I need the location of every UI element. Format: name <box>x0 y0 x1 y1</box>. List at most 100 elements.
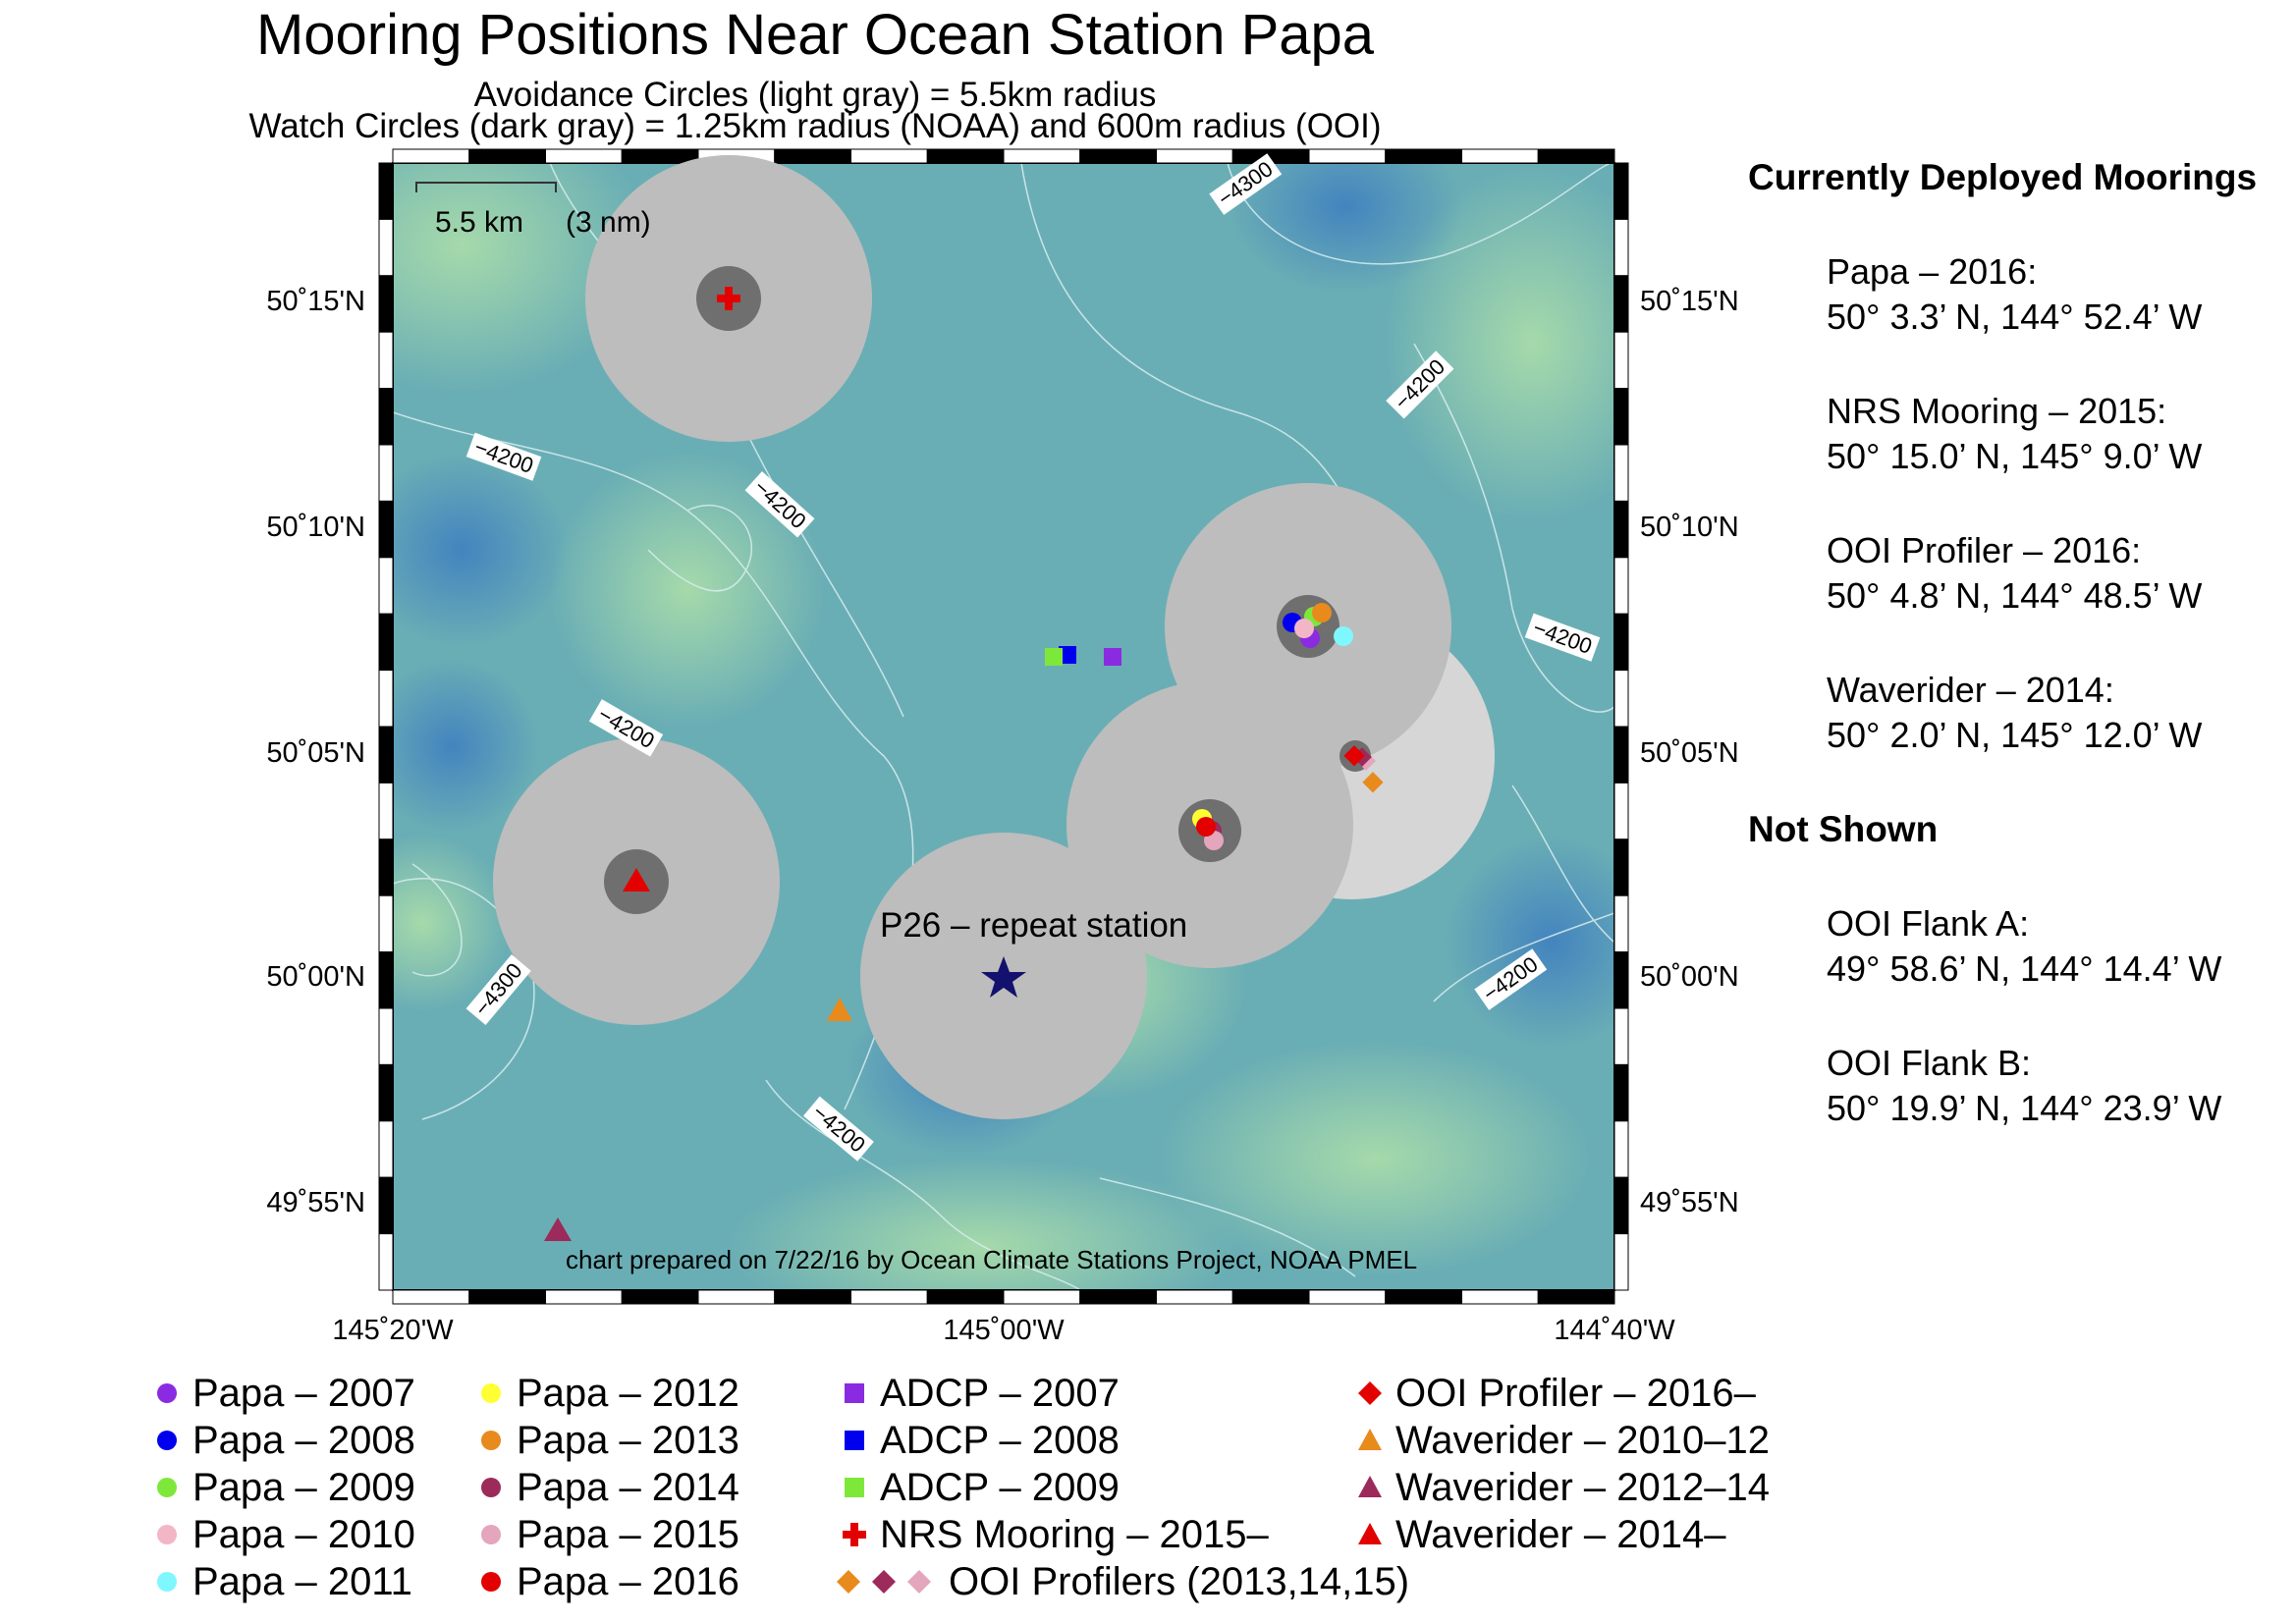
frame-tick <box>1003 148 1081 164</box>
waverider-2014-marker <box>623 868 650 892</box>
frame-tick <box>468 148 546 164</box>
frame-tick <box>1613 613 1629 672</box>
legend-label: Papa – 2010 <box>192 1512 415 1556</box>
legend-symbol-icon <box>481 1572 501 1592</box>
deployed-coord: 50° 2.0’ N, 145° 12.0’ W <box>1827 715 2203 755</box>
legend-item: Papa – 2015 <box>471 1512 739 1557</box>
frame-tick <box>774 1289 851 1305</box>
frame-tick <box>378 218 394 277</box>
adcp-2007-marker <box>1104 648 1121 666</box>
frame-tick <box>378 1120 394 1178</box>
frame-tick <box>545 148 623 164</box>
frame-tick <box>1613 388 1629 446</box>
legend-symbol-icon <box>157 1431 177 1450</box>
frame-tick <box>378 162 394 220</box>
legend-symbol-icon <box>157 1525 177 1544</box>
frame-tick <box>378 444 394 502</box>
deployed-coord: 50° 4.8’ N, 144° 48.5’ W <box>1827 575 2203 616</box>
legend-label: Papa – 2015 <box>517 1512 739 1556</box>
lat-label: 50˚05'N <box>266 737 365 769</box>
diamond-symbol-icon <box>837 1570 860 1594</box>
frame-tick <box>378 951 394 1009</box>
frame-tick <box>378 726 394 784</box>
legend-label: Papa – 2016 <box>517 1559 739 1603</box>
triangle-symbol-icon <box>1358 1429 1382 1450</box>
legend-item: Papa – 2007 <box>147 1371 415 1416</box>
frame-tick <box>1537 1289 1615 1305</box>
frame-tick <box>378 275 394 333</box>
frame-tick <box>1613 838 1629 896</box>
longitude-labels: 145˚20'W 145˚00'W 144˚40'W <box>332 1315 1675 1346</box>
legend-label: Papa – 2013 <box>517 1418 739 1462</box>
frame-tick <box>1613 1176 1629 1235</box>
triangle-symbol-icon <box>1358 1476 1382 1497</box>
not-shown-name: OOI Flank A: <box>1827 903 2030 944</box>
frame-tick <box>545 1289 623 1305</box>
frame-tick <box>392 148 470 164</box>
frame-tick <box>1613 1063 1629 1122</box>
frame-tick <box>1537 148 1615 164</box>
frame-tick <box>1613 726 1629 784</box>
heading-currently-deployed: Currently Deployed Moorings <box>1748 157 2258 197</box>
not-shown-coord: 50° 19.9’ N, 144° 23.9’ W <box>1827 1088 2222 1128</box>
cross-symbol-icon <box>843 1523 866 1546</box>
lat-label: 50˚10'N <box>266 512 365 543</box>
papa-2013-marker <box>1312 603 1332 622</box>
legend-item: ADCP – 2007 <box>835 1371 1120 1416</box>
lat-label: 49˚55'N <box>266 1187 365 1218</box>
frame-tick <box>1156 148 1233 164</box>
frame-tick <box>926 1289 1005 1305</box>
papa-2011-marker <box>1334 626 1353 646</box>
legend-item: Papa – 2011 <box>147 1559 412 1604</box>
latitude-labels-left: 50˚15'N 50˚10'N 50˚05'N 50˚00'N 49˚55'N <box>266 286 365 1218</box>
frame-tick <box>1613 782 1629 840</box>
square-symbol-icon <box>845 1478 864 1497</box>
lon-label: 144˚40'W <box>1554 1315 1675 1346</box>
frame-tick <box>378 670 394 728</box>
frame-tick <box>697 1289 776 1305</box>
legend-symbol-icon <box>481 1478 501 1497</box>
lat-label: 50˚15'N <box>1640 286 1739 317</box>
frame-tick <box>378 557 394 615</box>
legend-symbol-icon <box>157 1572 177 1592</box>
legend-item: NRS Mooring – 2015– <box>835 1512 1269 1557</box>
frame-tick <box>850 1289 928 1305</box>
frame-tick <box>1461 1289 1539 1305</box>
legend-symbol-icon <box>1358 1523 1382 1544</box>
legend-symbol-icon <box>1358 1476 1382 1497</box>
subtitle-avoidance: Avoidance Circles (light gray) = 5.5km r… <box>473 76 1157 114</box>
deployed-name: OOI Profiler – 2016: <box>1827 530 2142 570</box>
frame-tick <box>850 148 928 164</box>
chart-credit: chart prepared on 7/22/16 by Ocean Clima… <box>566 1245 1417 1274</box>
legend-symbol-icon <box>845 1431 864 1450</box>
frame-tick <box>378 500 394 559</box>
frame-tick <box>774 148 851 164</box>
frame-tick <box>1613 951 1629 1009</box>
frame-tick <box>1613 275 1629 333</box>
lat-label: 50˚05'N <box>1640 737 1739 769</box>
frame-tick <box>1079 148 1157 164</box>
frame-tick <box>1613 557 1629 615</box>
lat-label: 50˚00'N <box>266 961 365 993</box>
scale-bar-km: 5.5 km <box>435 206 523 239</box>
legend-label: Papa – 2009 <box>192 1465 415 1509</box>
deployed-coord: 50° 3.3’ N, 144° 52.4’ W <box>1827 297 2203 337</box>
frame-tick <box>378 1233 394 1291</box>
latitude-labels-right: 50˚15'N 50˚10'N 50˚05'N 50˚00'N 49˚55'N <box>1640 286 1739 1218</box>
frame-tick <box>1613 894 1629 953</box>
frame-tick <box>1613 1007 1629 1065</box>
legend-label: OOI Profilers (2013,14,15) <box>949 1559 1410 1603</box>
lat-label: 50˚15'N <box>266 286 365 317</box>
frame-tick <box>1613 444 1629 502</box>
frame-tick <box>1385 148 1462 164</box>
frame-tick <box>621 148 699 164</box>
diamond-symbol-icon <box>907 1570 931 1594</box>
legend-symbol-icon <box>481 1431 501 1450</box>
frame-tick <box>1613 1233 1629 1291</box>
nrs-mooring-marker <box>717 287 740 310</box>
frame-tick <box>1613 670 1629 728</box>
legend-symbol-icon <box>157 1478 177 1497</box>
legend-item: Papa – 2016 <box>471 1559 739 1604</box>
mooring-markers <box>544 287 1384 1241</box>
